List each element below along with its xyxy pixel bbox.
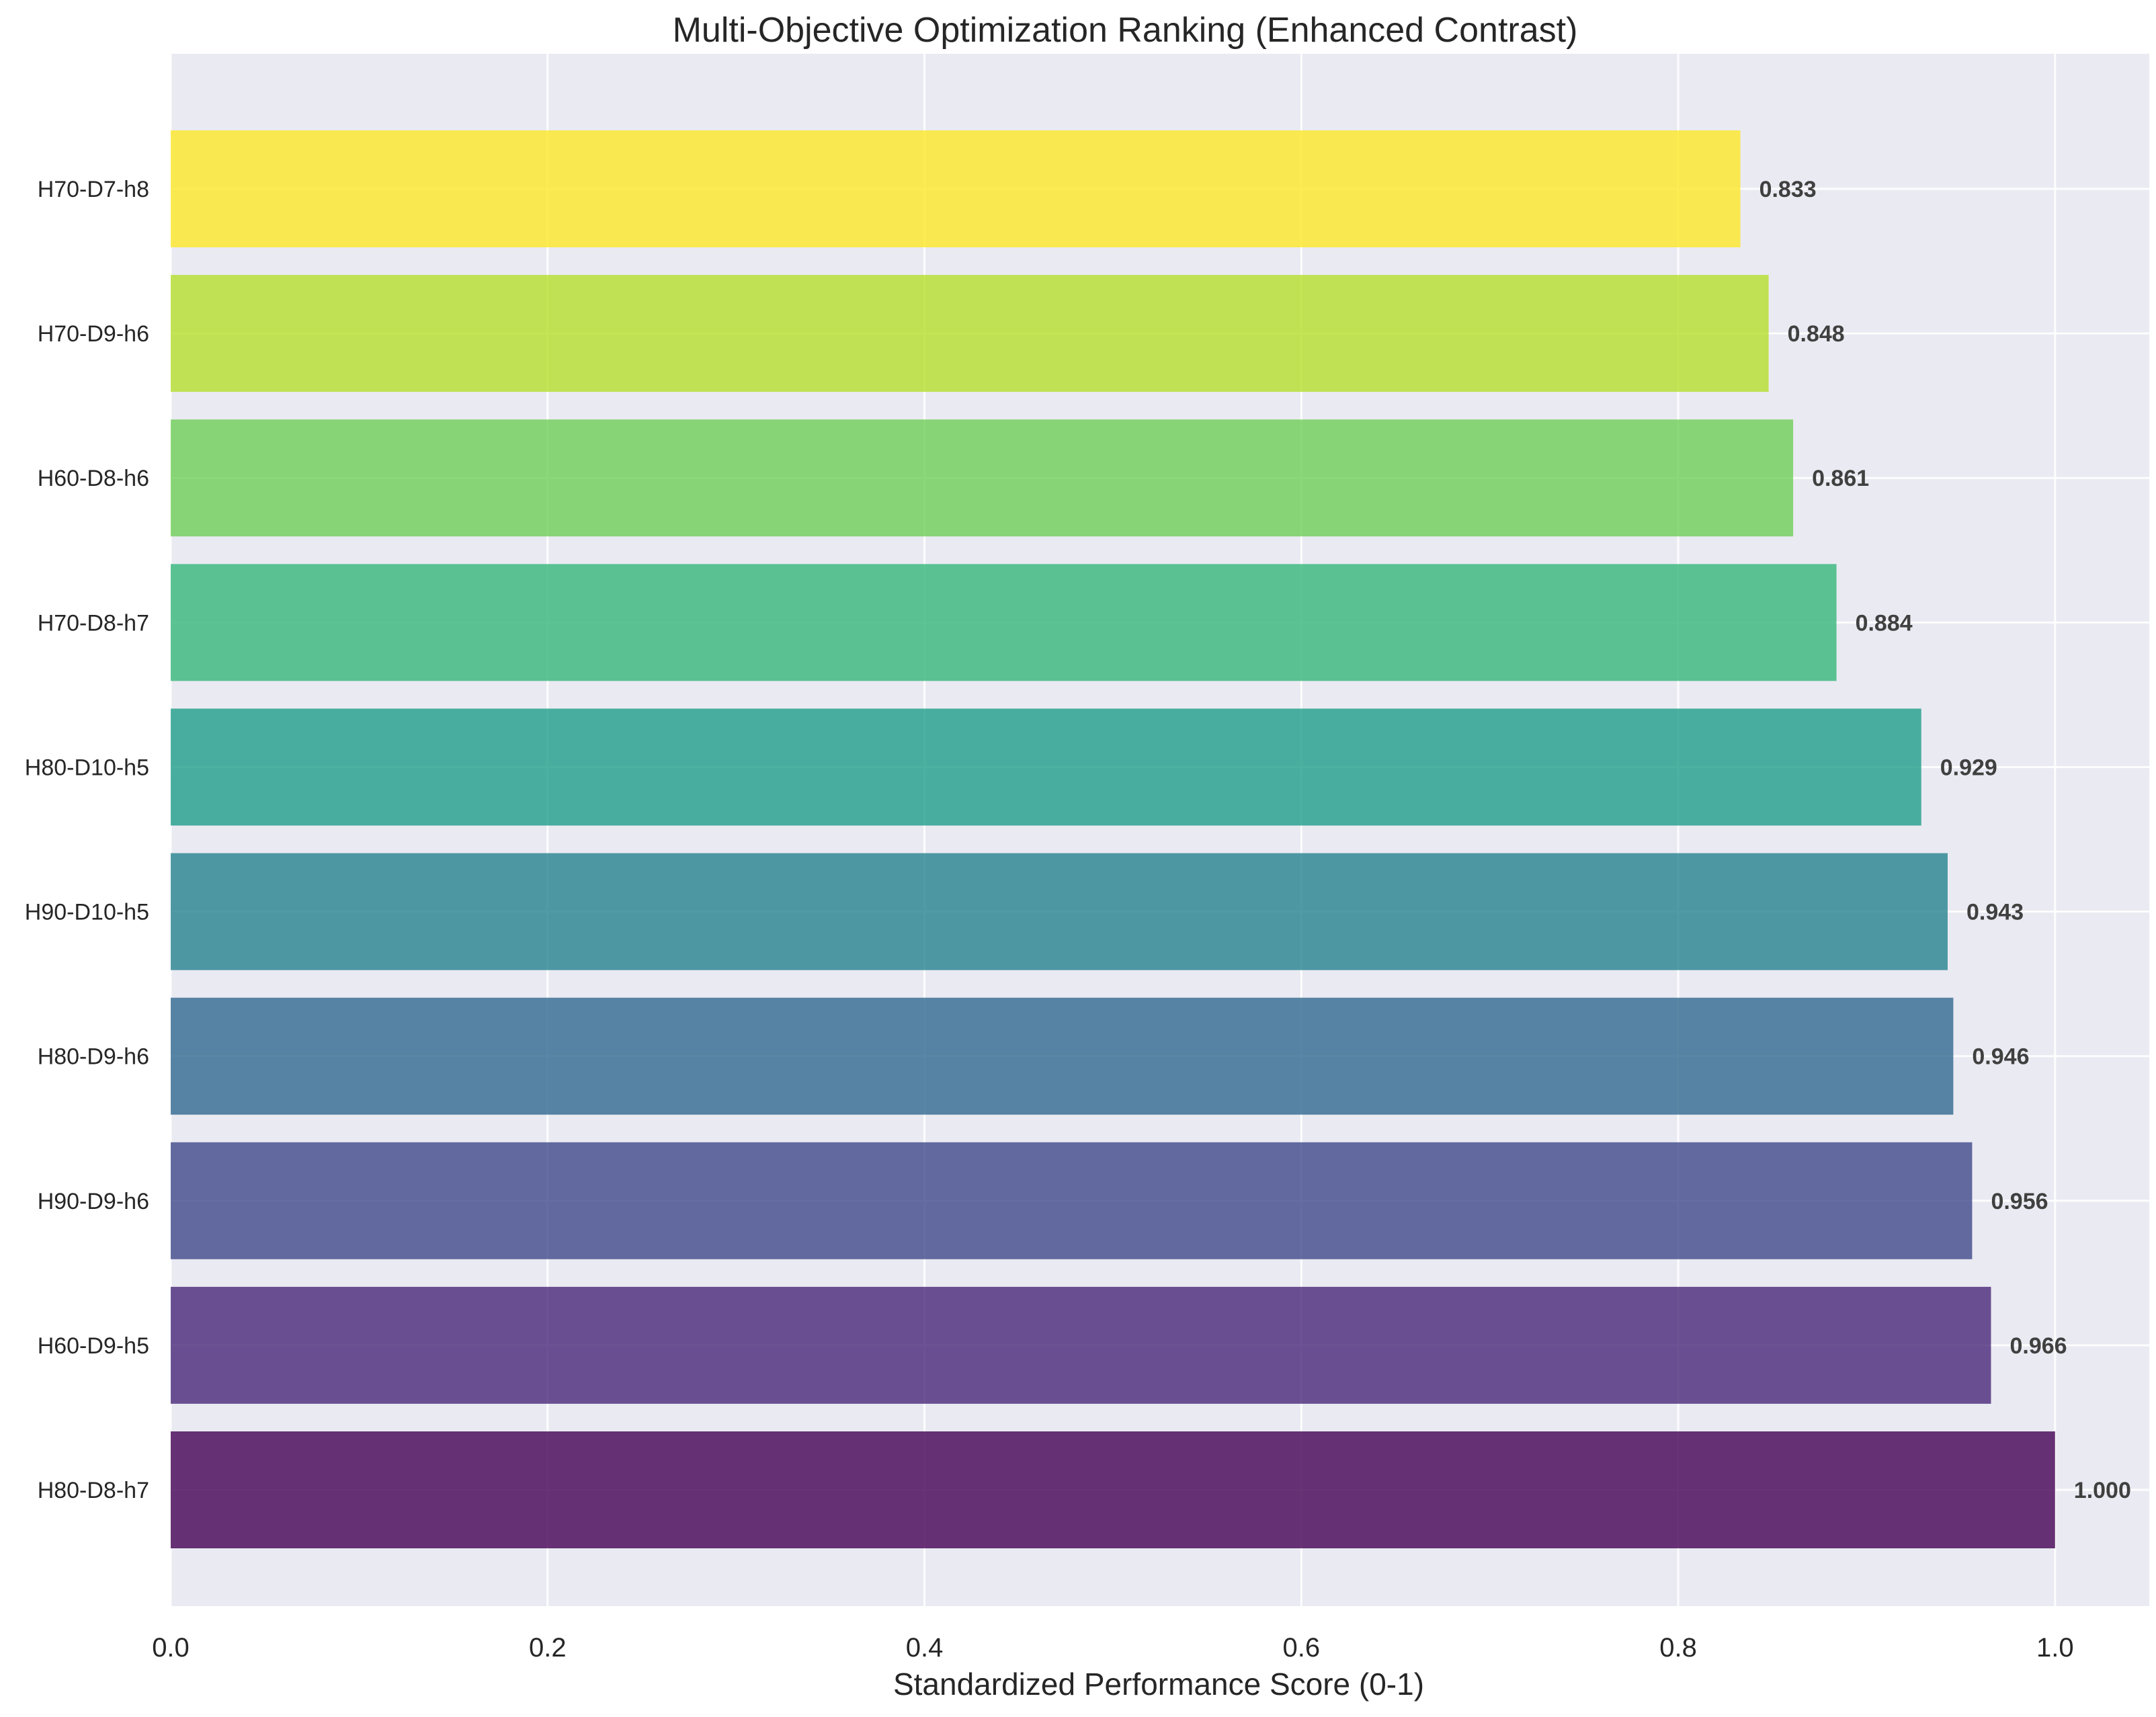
y-tick-label: H70-D7-h8 [38, 177, 149, 202]
y-tick-labels: H80-D8-h7 H60-D9-h5 H90-D9-h6 H80-D9-h6 H90-… [25, 177, 149, 1503]
bar-value-label: 1.000 [2074, 1478, 2131, 1503]
bar-value-label: 0.966 [2009, 1333, 2067, 1359]
y-tick-label: H70-D9-h6 [38, 321, 149, 347]
bars [171, 130, 2055, 1548]
x-tick-label: 0.6 [1282, 1633, 1320, 1663]
bar-value-label: 0.946 [1972, 1044, 2029, 1070]
bar [171, 1431, 2055, 1548]
x-tick-label: 0.0 [152, 1633, 190, 1663]
bar [171, 130, 1741, 247]
y-tick-label: H80-D8-h7 [38, 1478, 149, 1503]
x-tick-label: 0.4 [906, 1633, 944, 1663]
bar-value-label: 0.884 [1856, 610, 1913, 636]
y-tick-label: H60-D8-h6 [38, 466, 149, 491]
value-labels: 1.000 0.966 0.956 0.946 0.943 0.929 0.884 0.861… [1759, 177, 2131, 1503]
bar [171, 419, 1794, 537]
x-tick-label: 1.0 [2036, 1633, 2074, 1663]
y-tick-label: H70-D8-h7 [38, 610, 149, 636]
bar [171, 853, 1948, 970]
bar-value-label: 0.833 [1759, 177, 1817, 202]
bar [171, 1286, 1991, 1404]
y-tick-label: H80-D10-h5 [25, 755, 149, 780]
x-tick-labels: 0.0 0.2 0.4 0.6 0.8 1.0 [152, 1633, 2073, 1663]
bar [171, 1142, 1973, 1259]
bar [171, 564, 1837, 681]
chart-title: Multi-Objective Optimization Ranking (En… [673, 11, 1578, 50]
y-tick-label: H60-D9-h5 [38, 1333, 149, 1359]
bar [171, 708, 1921, 826]
bar-value-label: 0.929 [1940, 755, 1997, 780]
x-axis-label: Standardized Performance Score (0-1) [893, 1667, 1424, 1702]
y-tick-label: H90-D10-h5 [25, 900, 149, 925]
bar-value-label: 0.848 [1788, 321, 1845, 347]
y-tick-label: H80-D9-h6 [38, 1044, 149, 1070]
bar [171, 997, 1954, 1115]
bar-value-label: 0.956 [1991, 1189, 2048, 1214]
x-tick-label: 0.2 [529, 1633, 567, 1663]
y-tick-label: H90-D9-h6 [38, 1189, 149, 1214]
x-tick-label: 0.8 [1659, 1633, 1697, 1663]
bar-value-label: 0.861 [1812, 466, 1869, 491]
bar-value-label: 0.943 [1966, 900, 2024, 925]
bar [171, 275, 1769, 392]
